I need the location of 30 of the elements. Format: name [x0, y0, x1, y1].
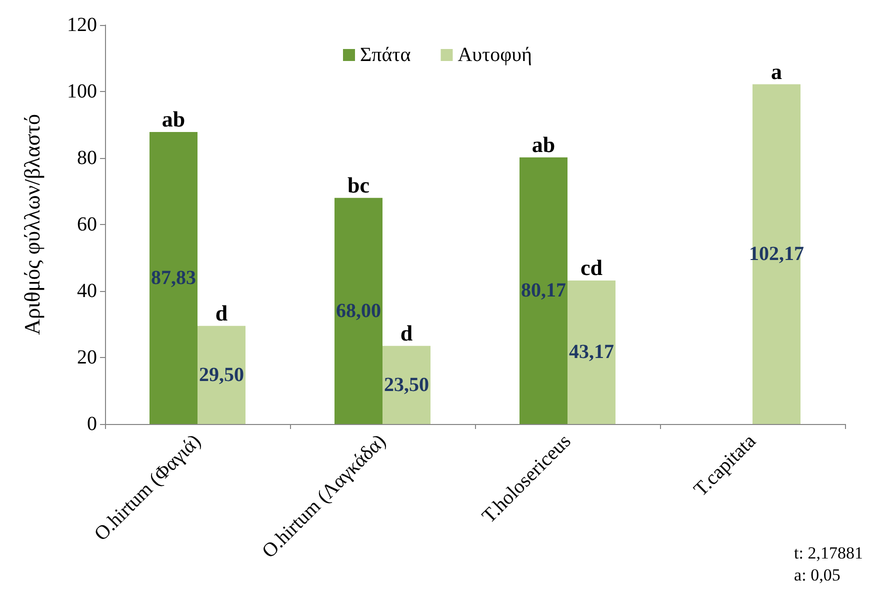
y-tick-label: 80	[77, 147, 97, 169]
bar	[150, 132, 198, 424]
data-label: 68,00	[336, 300, 381, 322]
bar	[198, 326, 246, 424]
y-tick-label: 120	[67, 14, 97, 36]
legend-label: Σπάτα	[360, 44, 412, 66]
annotation: cd	[580, 254, 602, 280]
bar	[568, 280, 616, 424]
data-label: 29,50	[199, 364, 244, 386]
bar	[382, 346, 430, 424]
y-tick-label: 40	[77, 280, 97, 302]
annotation: d	[215, 300, 228, 326]
bar	[520, 157, 568, 424]
y-tick-label: 100	[67, 80, 97, 102]
annotation: d	[400, 320, 413, 346]
legend-label: Αυτοφυή	[458, 44, 532, 66]
text: t: 2,17881 a: 0,05	[794, 544, 864, 584]
data-label: 43,17	[569, 341, 614, 364]
data-label: 80,17	[521, 280, 566, 302]
bar	[334, 198, 382, 424]
annotation: ab	[532, 132, 556, 157]
data-label: 23,50	[384, 374, 429, 396]
annotation: bc	[348, 172, 370, 198]
annotation: ab	[162, 106, 186, 132]
y-axis-title: Αριθμός φύλλων/βλαστό	[20, 114, 44, 335]
y-tick-label: 60	[77, 214, 97, 236]
data-label: 87,83	[151, 266, 196, 289]
y-tick-label: 20	[77, 346, 97, 368]
annotation: a	[771, 58, 782, 84]
y-tick-label: 0	[87, 413, 97, 435]
